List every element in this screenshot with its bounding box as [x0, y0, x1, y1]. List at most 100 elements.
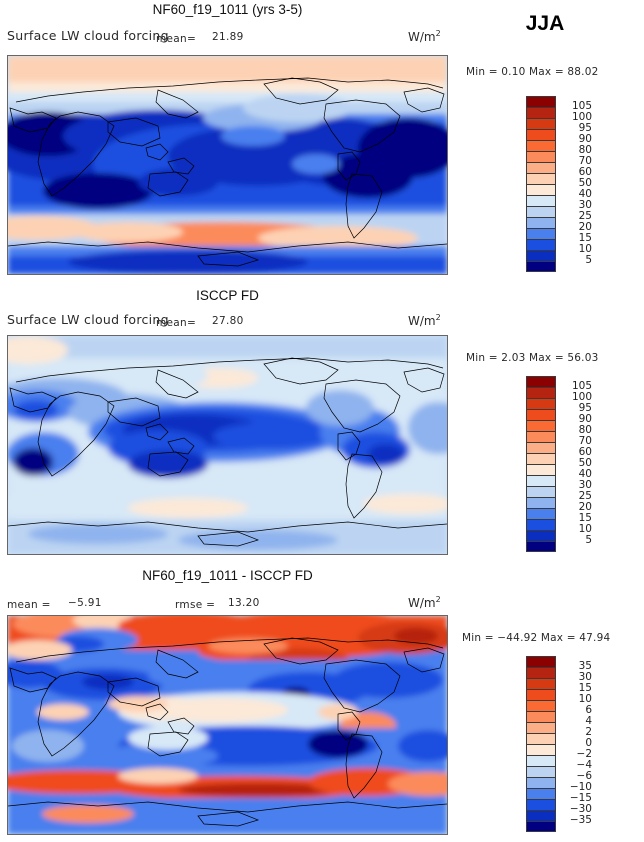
panel-obs-minmax: Min = 2.03 Max = 56.03	[466, 352, 599, 364]
colorbar-tick-label: 50	[578, 177, 592, 189]
colorbar-tick-label: 100	[571, 111, 592, 123]
colorbar-band	[526, 821, 556, 832]
colorbar-band	[526, 530, 556, 541]
map-difference-canvas	[8, 616, 447, 834]
colorbar-band	[526, 733, 556, 744]
colorbar-band	[526, 678, 556, 689]
panel-difference-units: W/m2	[408, 595, 441, 610]
colorbar-tick-label: 15	[578, 682, 592, 694]
colorbar-band	[526, 173, 556, 184]
colorbar-tick-label: 15	[578, 512, 592, 524]
colorbar-obs	[526, 376, 556, 552]
colorbar-band	[526, 239, 556, 250]
colorbar-tick-label: 60	[578, 166, 592, 178]
colorbar-tick-label: 70	[578, 155, 592, 167]
colorbar-tick-label: 100	[571, 391, 592, 403]
panel-model-header: Surface LW cloud forcing mean= 21.89 W/m…	[0, 28, 470, 46]
colorbar-band	[526, 151, 556, 162]
colorbar-tick-label: 25	[578, 210, 592, 222]
colorbar-tick-label: 70	[578, 435, 592, 447]
colorbar-tick-label: 40	[578, 188, 592, 200]
colorbar-band	[526, 667, 556, 678]
colorbar-band	[526, 195, 556, 206]
colorbar-band	[526, 96, 556, 107]
colorbar-tick-label: 6	[585, 704, 592, 716]
panel-model-mean-value: 21.89	[212, 31, 244, 43]
colorbar-tick-label: 50	[578, 457, 592, 469]
colorbar-tick-label: 25	[578, 490, 592, 502]
colorbar-band	[526, 398, 556, 409]
colorbar-tick-label: −2	[576, 748, 592, 760]
colorbar-tick-label: −30	[569, 803, 592, 815]
colorbar-tick-label: 105	[571, 100, 592, 112]
panel-obs-varname: Surface LW cloud forcing	[7, 312, 169, 327]
colorbar-tick-label: 80	[578, 424, 592, 436]
colorbar-tick-label: 105	[571, 380, 592, 392]
panel-obs-title: ISCCP FD	[196, 288, 259, 303]
map-difference[interactable]	[7, 615, 448, 835]
colorbar-band	[526, 541, 556, 552]
season-label: JJA	[525, 12, 565, 35]
colorbar-band	[526, 250, 556, 261]
colorbar-band	[526, 508, 556, 519]
colorbar-tick-label: 0	[585, 737, 592, 749]
panel-obs-units: W/m2	[408, 313, 441, 328]
panel-obs-header: Surface LW cloud forcing mean= 27.80 W/m…	[0, 312, 470, 330]
colorbar-band	[526, 744, 556, 755]
panel-difference-mean-value: −5.91	[68, 597, 102, 609]
colorbar-tick-label: −6	[576, 770, 592, 782]
colorbar-tick-label: 80	[578, 144, 592, 156]
colorbar-band	[526, 162, 556, 173]
colorbar-tick-label: 4	[585, 715, 592, 727]
colorbar-tick-label: 60	[578, 446, 592, 458]
colorbar-tick-label: 95	[578, 122, 592, 134]
colorbar-band	[526, 184, 556, 195]
colorbar-difference	[526, 656, 556, 832]
panel-model-mean-label: mean=	[156, 33, 197, 45]
colorbar-band	[526, 453, 556, 464]
colorbar-tick-label: 15	[578, 232, 592, 244]
colorbar-tick-label: −15	[569, 792, 592, 804]
colorbar-band	[526, 376, 556, 387]
colorbar-band	[526, 766, 556, 777]
panel-difference-title: NF60_f19_1011 - ISCCP FD	[142, 568, 313, 583]
panel-model-units: W/m2	[408, 29, 441, 44]
colorbar-tick-label: −4	[576, 759, 592, 771]
colorbar-band	[526, 442, 556, 453]
panel-difference-rmse-label: rmse =	[175, 599, 216, 611]
colorbar-band	[526, 788, 556, 799]
colorbar-tick-label: 10	[578, 523, 592, 535]
colorbar-band	[526, 799, 556, 810]
colorbar-band	[526, 722, 556, 733]
colorbar-band	[526, 700, 556, 711]
colorbar-tick-label: 30	[578, 479, 592, 491]
panel-obs-mean-label: mean=	[156, 317, 197, 329]
colorbar-tick-label: 40	[578, 468, 592, 480]
colorbar-tick-label: 10	[578, 243, 592, 255]
panel-obs-mean-value: 27.80	[212, 315, 244, 327]
colorbar-tick-label: 2	[585, 726, 592, 738]
colorbar-band	[526, 107, 556, 118]
map-model[interactable]	[7, 55, 448, 275]
colorbar-band	[526, 431, 556, 442]
colorbar-tick-label: 20	[578, 221, 592, 233]
colorbar-band	[526, 140, 556, 151]
panel-model-minmax: Min = 0.10 Max = 88.02	[466, 66, 599, 78]
colorbar-band	[526, 261, 556, 272]
colorbar-tick-label: 5	[585, 254, 592, 266]
colorbar-band	[526, 486, 556, 497]
colorbar-band	[526, 409, 556, 420]
colorbar-band	[526, 464, 556, 475]
colorbar-band	[526, 777, 556, 788]
colorbar-band	[526, 420, 556, 431]
colorbar-tick-label: 95	[578, 402, 592, 414]
colorbar-tick-label: 30	[578, 199, 592, 211]
map-obs-canvas	[8, 336, 447, 554]
colorbar-band	[526, 519, 556, 530]
colorbar-band	[526, 689, 556, 700]
map-obs[interactable]	[7, 335, 448, 555]
colorbar-band	[526, 118, 556, 129]
colorbar-band	[526, 656, 556, 667]
colorbar-tick-label: 20	[578, 501, 592, 513]
colorbar-band	[526, 217, 556, 228]
